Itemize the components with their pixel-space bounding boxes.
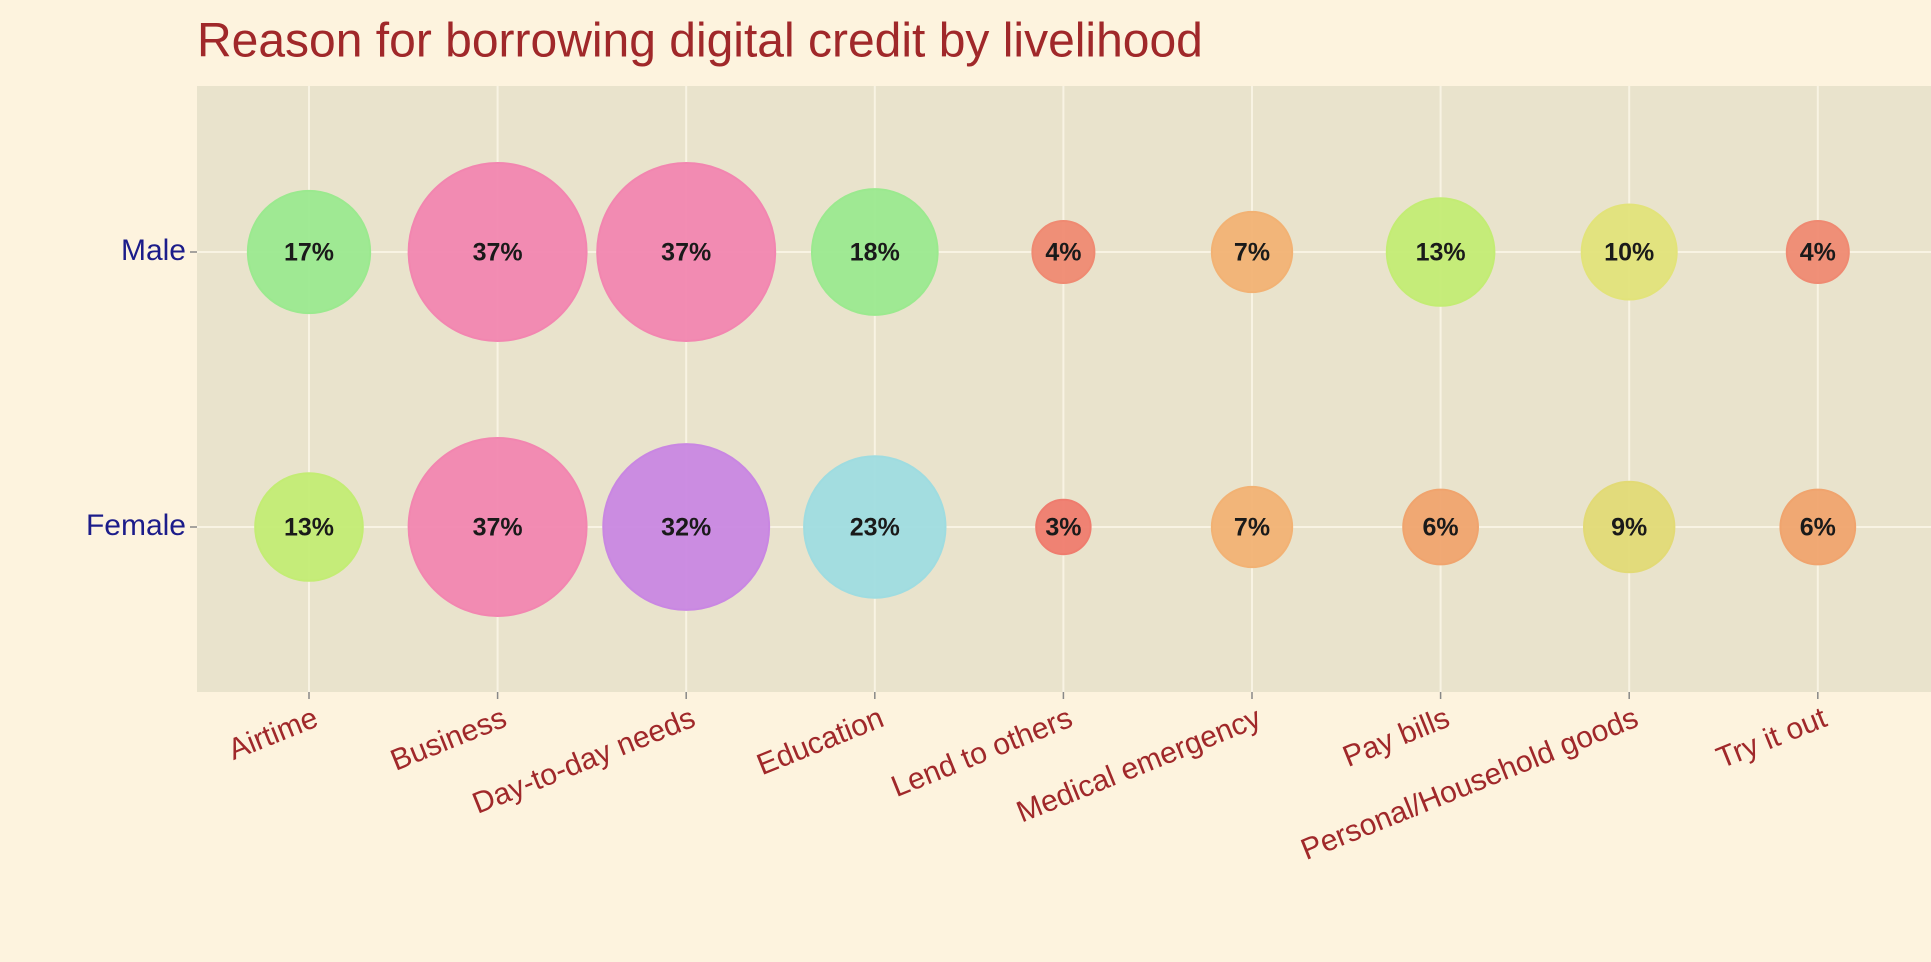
bubble bbox=[602, 443, 771, 611]
data-label: 37% bbox=[473, 514, 523, 542]
data-label: 7% bbox=[1234, 239, 1270, 267]
bubble bbox=[246, 189, 372, 315]
data-label: 3% bbox=[1045, 514, 1081, 542]
bubble bbox=[596, 162, 777, 342]
data-label: 17% bbox=[284, 239, 334, 267]
data-label: 4% bbox=[1045, 239, 1081, 267]
data-label: 6% bbox=[1423, 514, 1459, 542]
y-tick-label: Male bbox=[121, 234, 186, 267]
data-label: 6% bbox=[1800, 514, 1836, 542]
bubble bbox=[810, 188, 939, 316]
chart-title: Reason for borrowing digital credit by l… bbox=[197, 15, 1203, 68]
bubble bbox=[803, 455, 947, 599]
bubble bbox=[1583, 480, 1676, 574]
y-tick-label: Female bbox=[86, 509, 186, 542]
data-label: 32% bbox=[661, 514, 711, 542]
bubble bbox=[407, 437, 588, 617]
bubble bbox=[1779, 488, 1857, 566]
bubble bbox=[1402, 488, 1479, 566]
data-label: 10% bbox=[1604, 239, 1654, 267]
data-label: 4% bbox=[1800, 239, 1836, 267]
data-label: 23% bbox=[850, 514, 900, 542]
data-label: 37% bbox=[661, 239, 711, 267]
bubble bbox=[1385, 197, 1496, 307]
data-label: 7% bbox=[1234, 514, 1270, 542]
bubble bbox=[1785, 220, 1850, 284]
bubble bbox=[407, 162, 588, 342]
bubble bbox=[254, 472, 364, 582]
data-label: 18% bbox=[850, 239, 900, 267]
data-label: 13% bbox=[1416, 239, 1466, 267]
data-label: 13% bbox=[284, 514, 334, 542]
bubble bbox=[1580, 203, 1678, 301]
data-label: 37% bbox=[473, 239, 523, 267]
bubble bbox=[1031, 220, 1096, 284]
bubble bbox=[1035, 498, 1092, 556]
data-label: 9% bbox=[1611, 514, 1647, 542]
bubble bbox=[1210, 485, 1294, 569]
bubble bbox=[1210, 210, 1294, 294]
